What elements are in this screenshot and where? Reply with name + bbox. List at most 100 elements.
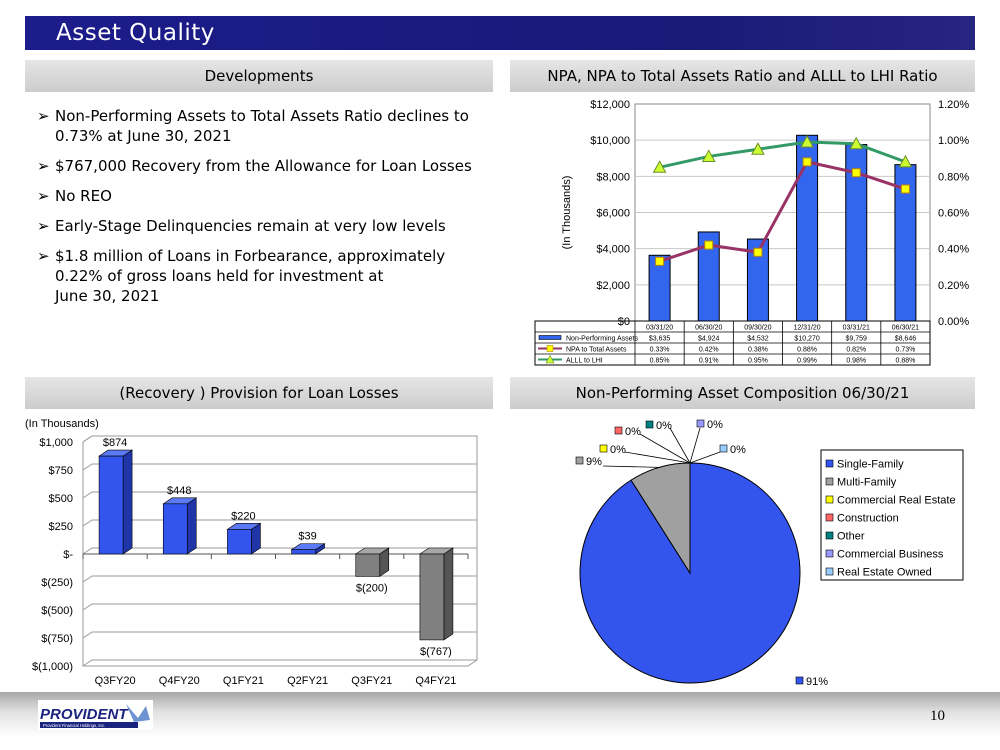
y-tick-label: $(1,000) xyxy=(32,661,73,673)
leader-line xyxy=(689,451,721,464)
alll-ratio-point xyxy=(800,134,814,148)
slice-data-label: 0% xyxy=(610,444,626,456)
legend-swatch xyxy=(825,459,834,468)
y-tick-label: $8,000 xyxy=(596,171,630,183)
legend-swatch xyxy=(825,549,834,558)
y2-tick-label: 0.60% xyxy=(938,208,969,220)
provision-bar xyxy=(355,553,381,577)
legend xyxy=(820,449,964,581)
y2-tick-label: 0.80% xyxy=(938,171,969,183)
table-cell: 0.33% xyxy=(650,347,670,354)
table-cell: 0.73% xyxy=(895,347,915,354)
x-tick-label: 12/31/20 xyxy=(793,325,820,332)
label-swatch xyxy=(795,676,804,685)
y-axis-label: (In Thousands) xyxy=(561,176,573,250)
table-cell: $10,270 xyxy=(794,336,819,343)
bar-side xyxy=(443,547,454,641)
legend-entry: Multi-Family xyxy=(837,477,897,489)
x-tick-label: Q3FY21 xyxy=(351,675,392,687)
y-tick-label: $- xyxy=(63,549,73,561)
leader-line xyxy=(669,427,691,464)
legend-entry: ALLL to LHI xyxy=(566,358,603,365)
y2-tick-label: 1.20% xyxy=(938,99,969,111)
footer-bar xyxy=(0,692,1000,737)
label-swatch xyxy=(614,426,623,435)
x-tick-label: Q2FY21 xyxy=(287,675,328,687)
leader-line xyxy=(639,433,691,464)
arrow-bullet-icon: ➢ xyxy=(37,157,50,175)
legend-swatch xyxy=(825,513,834,522)
composition-chart: 91% 9% 0% 0% 0% 0% 0% Single-Family Multi-Family… xyxy=(575,419,964,688)
alll-ratio-point xyxy=(849,136,864,150)
npa-ratio-point xyxy=(655,256,665,266)
bar-side xyxy=(186,497,197,555)
npa-ratio-point xyxy=(851,168,861,178)
arrow-bullet-icon: ➢ xyxy=(37,187,50,205)
provision-chart-header: (Recovery ) Provision for Loan Losses xyxy=(25,377,493,409)
y-axis-label: (In Thousands) xyxy=(25,418,99,430)
y-tick-label: $250 xyxy=(49,521,73,533)
logo-subtitle: Provident Financial Holdings, Inc. xyxy=(43,723,105,728)
title-bar xyxy=(25,16,975,50)
table-cell: $3,635 xyxy=(649,336,671,343)
x-tick-label: 06/30/21 xyxy=(892,325,919,332)
gridline xyxy=(82,519,477,527)
provident-logo: PROVIDENT Provident Financial Holdings, … xyxy=(38,700,153,730)
npa-ratio-point xyxy=(753,247,763,257)
legend-entry: Construction xyxy=(837,513,899,525)
table-cell: 0.88% xyxy=(797,347,817,354)
legend-swatch xyxy=(825,495,834,504)
npa-chart-header: NPA, NPA to Total Assets Ratio and ALLL … xyxy=(510,60,975,92)
y-tick-label: $10,000 xyxy=(590,135,630,147)
npa-ratio-point xyxy=(802,157,812,167)
alll-ratio-point xyxy=(898,154,913,168)
y-tick-label: $500 xyxy=(49,493,73,505)
y-tick-label: $12,000 xyxy=(590,99,630,111)
slice-data-label: 0% xyxy=(707,419,723,431)
legend-entry: Other xyxy=(837,531,865,543)
legend-entry: Commercial Business xyxy=(837,549,944,561)
composition-chart-header: Non-Performing Asset Composition 06/30/2… xyxy=(510,377,975,409)
x-tick-label: Q3FY20 xyxy=(95,675,136,687)
legend-marker xyxy=(546,345,554,352)
gridline xyxy=(82,463,477,471)
y2-tick-label: 0.00% xyxy=(938,316,969,328)
y-tick-label: $6,000 xyxy=(596,208,630,220)
gridline xyxy=(82,631,477,639)
bar-data-label: $874 xyxy=(103,437,127,449)
table-cell: 0.82% xyxy=(846,347,866,354)
gridline xyxy=(82,491,477,499)
alll-ratio-point xyxy=(751,142,765,155)
label-swatch xyxy=(575,456,584,465)
npa-ratio-point xyxy=(704,240,714,250)
table-cell: 0.85% xyxy=(650,358,670,365)
bar-data-label: $(767) xyxy=(420,646,452,658)
leader-line xyxy=(602,465,660,468)
gridline xyxy=(82,547,477,555)
table-cell: $9,759 xyxy=(846,336,868,343)
gridline xyxy=(82,659,477,667)
y-tick-label: $2,000 xyxy=(596,280,630,292)
bar-side xyxy=(122,449,133,555)
gridline xyxy=(82,575,477,583)
slice-data-label: 0% xyxy=(730,444,746,456)
table-cell: $8,646 xyxy=(895,336,917,343)
legend-entry: NPA to Total Assets xyxy=(566,347,627,354)
npa-ratio-point xyxy=(900,184,910,194)
x-tick-label: Q1FY21 xyxy=(223,675,264,687)
gridline xyxy=(82,435,477,443)
provision-bar xyxy=(98,455,124,555)
y2-tick-label: 1.00% xyxy=(938,135,969,147)
legend-swatch xyxy=(825,477,834,486)
legend-entry: Real Estate Owned xyxy=(837,567,932,579)
table-cell: $4,924 xyxy=(698,336,720,343)
legend-entry: Commercial Real Estate xyxy=(837,495,956,507)
legend-entry: Single-Family xyxy=(837,459,904,471)
label-swatch xyxy=(696,419,705,428)
provision-bar xyxy=(419,553,445,641)
logo-wordmark: PROVIDENT xyxy=(40,706,129,723)
npa-chart: $0 $2,000 $4,000 $6,000 $8,000 $10,000 $12,000… xyxy=(534,99,969,366)
label-swatch xyxy=(645,420,654,429)
arrow-bullet-icon: ➢ xyxy=(37,107,50,125)
label-swatch xyxy=(599,444,608,453)
